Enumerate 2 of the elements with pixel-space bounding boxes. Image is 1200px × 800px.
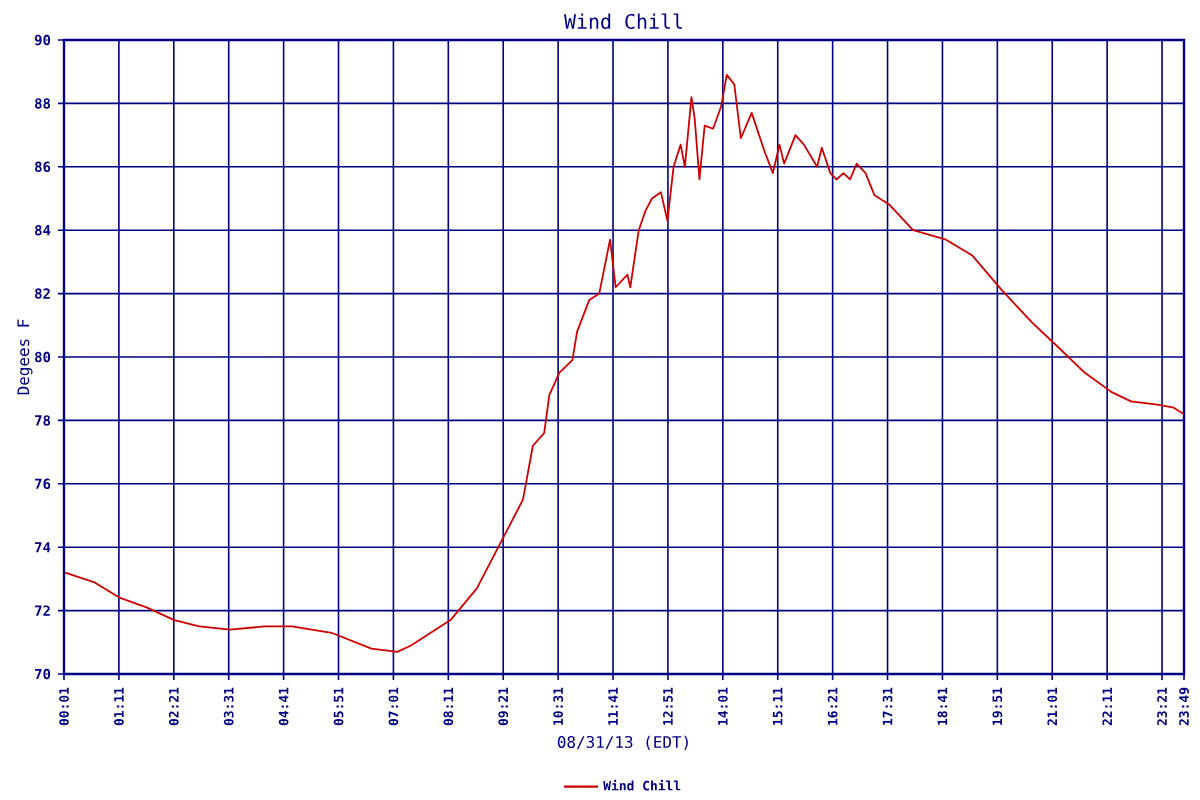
line-series xyxy=(64,73,1185,653)
chart-title: Wind Chill xyxy=(564,13,683,29)
